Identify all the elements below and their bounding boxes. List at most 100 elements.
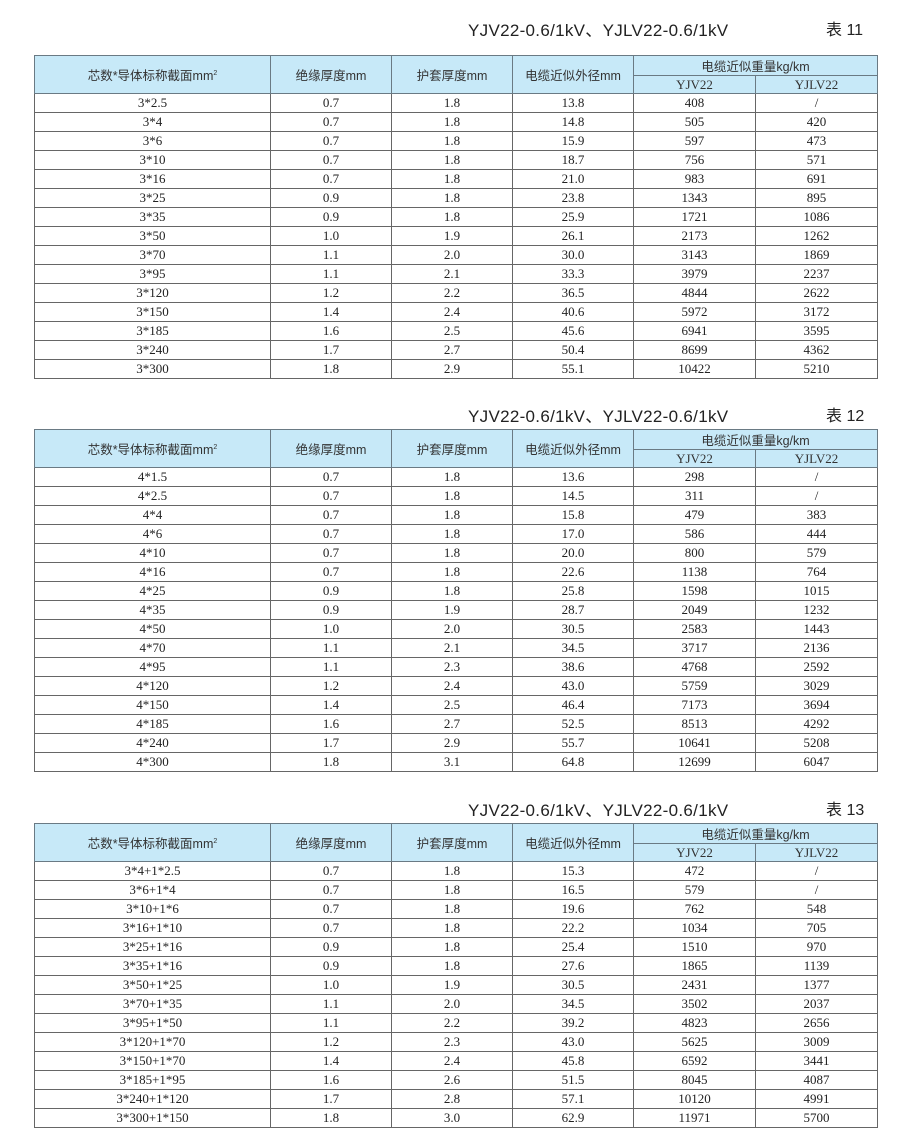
cell-sheath-thickness: 1.8 <box>391 899 513 919</box>
cell-weight-yjv22: 5759 <box>633 676 756 696</box>
cell-weight-yjlv22: 2656 <box>755 1013 878 1033</box>
cell-weight-yjv22: 762 <box>633 899 756 919</box>
cell-weight-yjv22: 983 <box>633 169 756 189</box>
cell-insulation-thickness: 1.7 <box>270 340 392 360</box>
cell-insulation-thickness: 0.7 <box>270 150 392 170</box>
cell-sheath-thickness: 2.1 <box>391 638 513 658</box>
cell-insulation-thickness: 0.7 <box>270 169 392 189</box>
cell-outer-diameter: 14.5 <box>512 486 634 506</box>
cell-weight-yjv22: 800 <box>633 543 756 563</box>
cell-weight-yjv22: 3979 <box>633 264 756 284</box>
cell-weight-yjv22: 5625 <box>633 1032 756 1052</box>
table-row: 4*240 1.7 2.9 55.7 10641 5208 <box>34 733 878 753</box>
cell-sheath-thickness: 2.8 <box>391 1089 513 1109</box>
cell-cross-section: 3*50 <box>34 226 271 246</box>
cell-insulation-thickness: 1.0 <box>270 619 392 639</box>
table-number: 表 12 <box>826 408 865 425</box>
cell-weight-yjlv22: 3694 <box>755 695 878 715</box>
header-sheath-thickness: 护套厚度mm <box>391 429 513 468</box>
cell-insulation-thickness: 1.6 <box>270 1070 392 1090</box>
cell-cross-section: 4*185 <box>34 714 271 734</box>
table-row: 4*300 1.8 3.1 64.8 12699 6047 <box>34 752 878 772</box>
cell-weight-yjv22: 1138 <box>633 562 756 582</box>
cell-insulation-thickness: 1.4 <box>270 1051 392 1071</box>
cell-weight-yjlv22: 4991 <box>755 1089 878 1109</box>
cell-insulation-thickness: 1.1 <box>270 994 392 1014</box>
cell-outer-diameter: 13.8 <box>512 93 634 113</box>
cell-weight-yjlv22: 5210 <box>755 359 878 379</box>
cell-weight-yjlv22: / <box>755 93 878 113</box>
cell-weight-yjv22: 1343 <box>633 188 756 208</box>
cell-weight-yjv22: 3717 <box>633 638 756 658</box>
cell-weight-yjv22: 8699 <box>633 340 756 360</box>
cell-insulation-thickness: 1.7 <box>270 733 392 753</box>
cell-insulation-thickness: 1.0 <box>270 226 392 246</box>
cell-cross-section: 3*6 <box>34 131 271 151</box>
cell-insulation-thickness: 1.2 <box>270 1032 392 1052</box>
cell-weight-yjv22: 6941 <box>633 321 756 341</box>
cell-weight-yjv22: 8045 <box>633 1070 756 1090</box>
cell-sheath-thickness: 2.9 <box>391 733 513 753</box>
header-outer-diameter: 电缆近似外径mm <box>512 55 634 94</box>
cell-cross-section: 3*120+1*70 <box>34 1032 271 1052</box>
cell-cross-section: 3*6+1*4 <box>34 880 271 900</box>
cell-weight-yjv22: 4768 <box>633 657 756 677</box>
cell-outer-diameter: 64.8 <box>512 752 634 772</box>
table-row: 3*150+1*70 1.4 2.4 45.8 6592 3441 <box>34 1051 878 1071</box>
cell-outer-diameter: 15.3 <box>512 861 634 881</box>
cell-outer-diameter: 15.9 <box>512 131 634 151</box>
cell-weight-yjv22: 12699 <box>633 752 756 772</box>
cell-insulation-thickness: 0.9 <box>270 581 392 601</box>
cell-sheath-thickness: 1.8 <box>391 524 513 544</box>
cell-weight-yjv22: 408 <box>633 93 756 113</box>
table-number: 表 11 <box>826 22 864 39</box>
cell-weight-yjv22: 586 <box>633 524 756 544</box>
cell-cross-section: 4*120 <box>34 676 271 696</box>
table-row: 3*35+1*16 0.9 1.8 27.6 1865 1139 <box>34 956 878 976</box>
cell-outer-diameter: 30.0 <box>512 245 634 265</box>
cell-sheath-thickness: 1.8 <box>391 131 513 151</box>
cell-insulation-thickness: 1.4 <box>270 302 392 322</box>
cell-weight-yjv22: 4844 <box>633 283 756 303</box>
cell-outer-diameter: 46.4 <box>512 695 634 715</box>
header-cross-section: 芯数*导体标称截面mm2 <box>34 55 271 94</box>
table-13-title: YJV22-0.6/1kV、YJLV22-0.6/1kV 表 13 <box>0 796 900 820</box>
cell-outer-diameter: 18.7 <box>512 150 634 170</box>
cell-weight-yjv22: 311 <box>633 486 756 506</box>
cell-insulation-thickness: 0.9 <box>270 207 392 227</box>
cell-weight-yjlv22: 1262 <box>755 226 878 246</box>
cell-cross-section: 3*16 <box>34 169 271 189</box>
cell-outer-diameter: 33.3 <box>512 264 634 284</box>
cell-weight-yjv22: 1865 <box>633 956 756 976</box>
cell-sheath-thickness: 1.9 <box>391 226 513 246</box>
header-yjv22: YJV22 <box>633 75 756 94</box>
cell-insulation-thickness: 1.4 <box>270 695 392 715</box>
cell-outer-diameter: 50.4 <box>512 340 634 360</box>
table-row: 4*10 0.7 1.8 20.0 800 579 <box>34 543 878 563</box>
spec-table-13: 芯数*导体标称截面mm2 绝缘厚度mm 护套厚度mm 电缆近似外径mm 电缆近似… <box>34 823 878 1128</box>
cell-weight-yjlv22: 2622 <box>755 283 878 303</box>
table-row: 4*4 0.7 1.8 15.8 479 383 <box>34 505 878 525</box>
cell-cross-section: 4*16 <box>34 562 271 582</box>
cell-cross-section: 4*1.5 <box>34 467 271 487</box>
cell-insulation-thickness: 0.7 <box>270 467 392 487</box>
table-row: 3*150 1.4 2.4 40.6 5972 3172 <box>34 302 878 322</box>
cell-weight-yjlv22: 420 <box>755 112 878 132</box>
cell-sheath-thickness: 1.8 <box>391 505 513 525</box>
cell-outer-diameter: 57.1 <box>512 1089 634 1109</box>
cell-weight-yjlv22: 4087 <box>755 1070 878 1090</box>
cell-sheath-thickness: 1.8 <box>391 93 513 113</box>
cell-weight-yjv22: 6592 <box>633 1051 756 1071</box>
cell-weight-yjlv22: 444 <box>755 524 878 544</box>
header-sheath-thickness: 护套厚度mm <box>391 823 513 862</box>
cell-insulation-thickness: 1.8 <box>270 359 392 379</box>
cell-insulation-thickness: 1.6 <box>270 321 392 341</box>
cell-weight-yjlv22: / <box>755 880 878 900</box>
table-model: YJV22-0.6/1kV、YJLV22-0.6/1kV <box>468 801 729 820</box>
cell-sheath-thickness: 1.9 <box>391 975 513 995</box>
cell-cross-section: 3*300 <box>34 359 271 379</box>
cell-cross-section: 4*10 <box>34 543 271 563</box>
table-row: 3*4+1*2.5 0.7 1.8 15.3 472/ <box>34 861 878 881</box>
cell-sheath-thickness: 2.9 <box>391 359 513 379</box>
header-yjlv22: YJLV22 <box>755 449 878 468</box>
